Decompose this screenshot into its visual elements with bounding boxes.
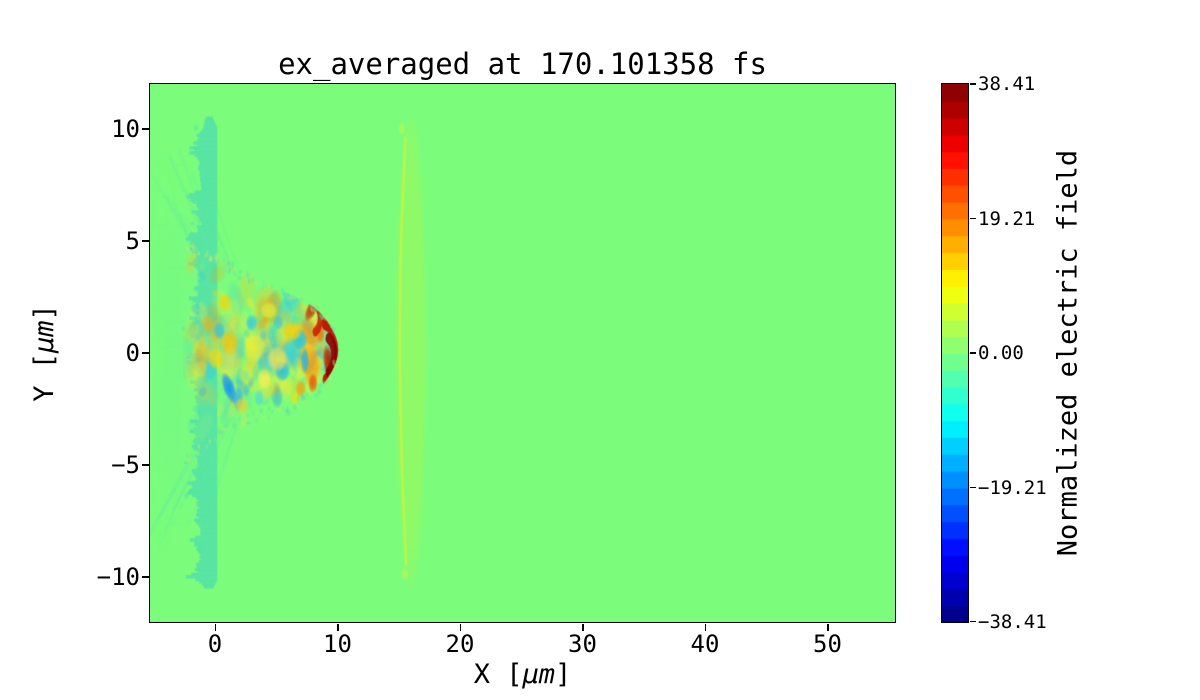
x-tick-label: 40	[690, 630, 720, 658]
y-axis-label: Y [μm]	[29, 304, 60, 402]
colorbar-tick-mark	[969, 217, 976, 219]
x-tick-mark	[582, 623, 584, 631]
x-tick-mark	[459, 623, 461, 631]
x-tick-mark	[214, 623, 216, 631]
x-tick-label: 10	[323, 630, 352, 658]
colorbar-tick-label: −38.41	[978, 611, 1047, 633]
colorbar-canvas	[941, 83, 968, 622]
x-tick-label: 50	[813, 630, 842, 658]
x-tick-mark	[827, 623, 829, 631]
y-axis-label-suffix: ]	[29, 304, 60, 320]
x-tick-label: 0	[207, 630, 223, 658]
y-tick-mark	[141, 576, 149, 578]
heatmap-canvas	[149, 83, 895, 622]
y-tick-mark	[141, 464, 149, 466]
y-tick-label: −10	[96, 563, 140, 591]
y-tick-mark	[141, 240, 149, 242]
y-tick-mark	[141, 128, 149, 130]
colorbar-tick-mark	[969, 83, 976, 85]
plot-title: ex_averaged at 170.101358 fs	[278, 47, 767, 81]
y-axis-label-unit: μm	[29, 320, 60, 354]
axes-area	[148, 82, 896, 623]
colorbar-tick-mark	[969, 352, 976, 354]
x-tick-label: 20	[445, 630, 475, 658]
colorbar-tick-label: 19.21	[978, 207, 1036, 230]
x-axis-label-suffix: ]	[555, 659, 572, 690]
y-tick-label: 0	[125, 339, 140, 367]
colorbar-tick-label: 0.00	[978, 342, 1024, 364]
colorbar	[940, 82, 969, 623]
x-axis-label-unit: μm	[522, 659, 556, 690]
colorbar-tick-label: 38.41	[978, 73, 1036, 95]
y-tick-mark	[141, 352, 149, 354]
y-tick-label: 5	[125, 227, 140, 255]
x-axis-label-prefix: X [	[473, 659, 523, 690]
x-tick-mark	[704, 623, 706, 631]
colorbar-tick-mark	[969, 620, 976, 622]
x-tick-label: 30	[568, 630, 597, 658]
x-axis-label: X [μm]	[150, 658, 895, 692]
y-axis-label-prefix: Y [	[29, 353, 60, 402]
y-tick-label: −5	[111, 451, 140, 479]
colorbar-tick-label: −19.21	[978, 476, 1047, 499]
colorbar-tick-mark	[969, 486, 976, 488]
x-tick-mark	[337, 623, 339, 631]
y-tick-label: 10	[111, 115, 140, 143]
